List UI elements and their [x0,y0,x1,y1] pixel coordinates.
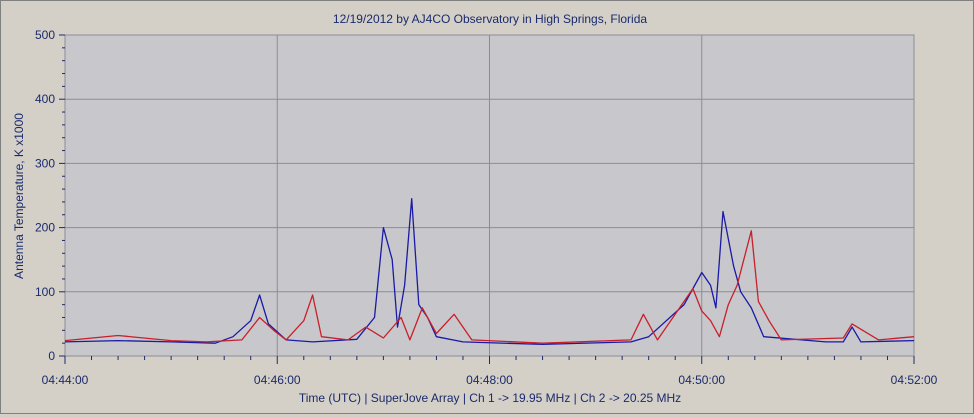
grid [64,34,915,357]
y-tick-label: 100 [35,285,55,299]
x-tick-label: 04:50:00 [678,373,725,387]
x-tick-label: 04:46:00 [254,373,301,387]
y-tick-label: 200 [35,221,55,235]
y-tick-label: 400 [35,92,55,106]
y-tick-label: 300 [35,156,55,170]
x-axis-label: Time (UTC) | SuperJove Array | Ch 1 -> 1… [299,391,681,405]
series-2-line [64,230,915,344]
y-axis-label: Antenna Temperature, K x1000 [12,113,26,279]
series-group [64,198,915,346]
y-tick-label: 500 [35,28,55,42]
chart-title: 12/19/2012 by AJ4CO Observatory in High … [333,12,647,26]
y-axis: 0 100 200 300 400 500 [35,28,65,363]
x-tick-label: 04:52:00 [891,373,938,387]
x-tick-label: 04:44:00 [42,373,89,387]
y-tick-label: 0 [48,349,55,363]
x-tick-label: 04:48:00 [466,373,513,387]
series-1-line [64,198,915,346]
x-axis: 04:44:00 04:46:00 04:48:00 04:50:00 04:52:00 [42,356,938,387]
